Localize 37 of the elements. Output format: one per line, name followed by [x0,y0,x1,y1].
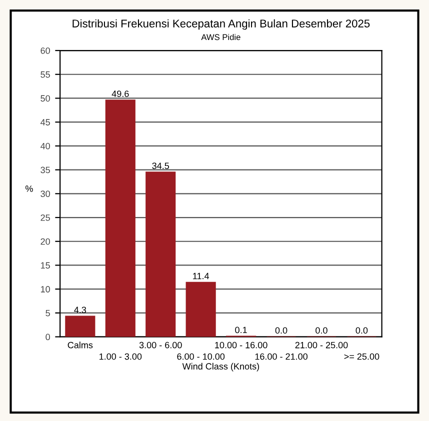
data-label: 4.3 [74,306,86,314]
x-tick-label: Calms [68,342,93,348]
y-tick-label: 30 [40,190,50,198]
x-tick-label: 21.00 - 25.00 [295,342,348,348]
chart-subtitle: AWS Pidie [201,34,240,40]
bar [146,172,176,337]
y-tick-label: 10 [40,286,50,292]
y-tick-label: 40 [40,142,50,150]
y-tick-label: 20 [40,238,50,245]
x-tick-label: 1.00 - 3.00 [99,353,142,360]
y-tick-label: 35 [40,166,50,174]
y-tick-label: 45 [40,119,50,126]
chart-title: Distribusi Frekuensi Kecepatan Angin Bulan Desember 2025 [72,19,370,30]
data-label: 34.5 [152,162,170,170]
data-label: 11.4 [193,272,210,280]
y-axis-title: % [25,186,33,192]
x-tick-label: 16.00 - 21.00 [255,353,308,360]
y-tick-label: 55 [40,71,50,78]
y-tick-label: 0 [46,334,50,340]
data-label: 0.1 [235,326,247,334]
data-label: 0.0 [316,327,328,334]
x-tick-label: 10.00 - 16.00 [215,342,268,348]
data-label: 0.0 [275,327,288,334]
bar [186,282,216,337]
x-axis-title: Wind Class (Knots) [182,362,260,372]
data-label: 0.0 [356,327,368,334]
y-tick-label: 15 [40,262,50,269]
y-tick-label: 25 [40,214,50,221]
x-tick-label: >= 25.00 [344,353,380,360]
y-tick-label: 60 [40,47,50,54]
y-tick-label: 50 [40,95,50,102]
bar [65,316,96,337]
bar [105,100,136,337]
x-tick-label: 3.00 - 6.00 [139,342,182,348]
data-label: 49.6 [112,90,129,97]
y-tick-label: 5 [46,310,50,316]
x-tick-label: 6.00 - 10.00 [177,353,225,360]
